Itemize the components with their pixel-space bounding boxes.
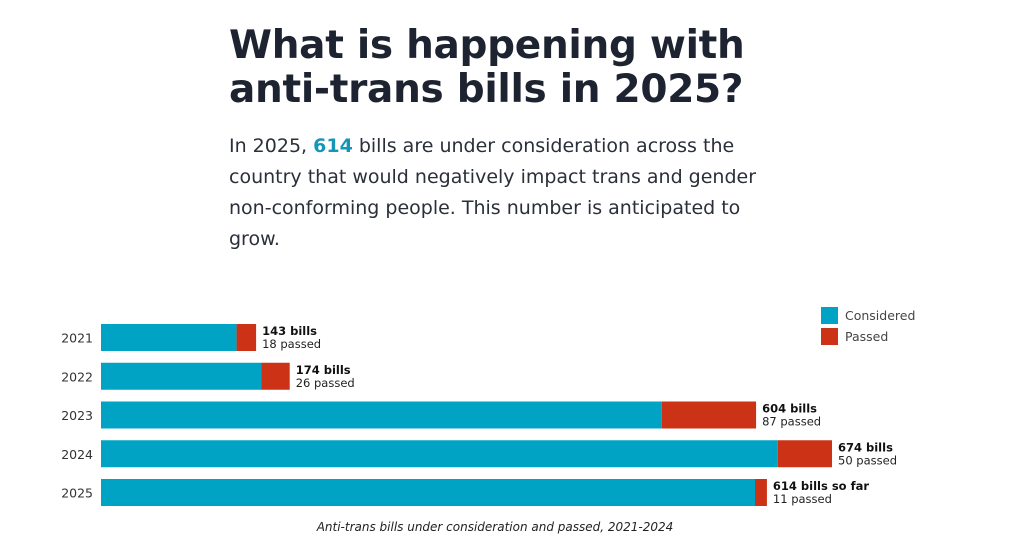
intro-highlight-count: 614 (313, 135, 353, 157)
data-label-passed: 87 passed (762, 415, 821, 429)
bar-passed (754, 479, 767, 506)
bar-passed (661, 401, 757, 429)
y-tick-label: 2023 (61, 408, 93, 423)
bar-considered (101, 440, 778, 468)
data-label-total: 614 bills so far (773, 479, 869, 493)
data-label-passed: 18 passed (262, 337, 321, 351)
data-label-total: 604 bills (762, 402, 817, 416)
bar-considered (101, 479, 755, 506)
bar-considered (101, 324, 237, 351)
bar-passed (261, 362, 290, 390)
y-tick-label: 2022 (61, 369, 93, 384)
data-label-passed: 50 passed (838, 453, 897, 467)
legend-label: Passed (845, 329, 888, 344)
data-label-passed: 26 passed (296, 376, 355, 390)
bar-passed (236, 324, 257, 351)
y-tick-label: 2021 (61, 331, 93, 346)
chart-caption: Anti-trans bills under consideration and… (316, 520, 674, 534)
bar-considered (101, 401, 662, 429)
data-label-total: 143 bills (262, 324, 317, 338)
y-tick-label: 2025 (61, 486, 93, 501)
bar-passed (777, 440, 832, 468)
data-label-total: 174 bills (296, 363, 351, 377)
intro-text-end: bills are under consideration across the… (229, 135, 757, 250)
data-label-passed: 11 passed (773, 492, 832, 506)
bar-considered (101, 362, 262, 390)
page-title: What is happening with anti-trans bills … (229, 23, 745, 112)
y-tick-label: 2024 (61, 447, 93, 462)
intro-text-start: In 2025, (229, 135, 314, 157)
legend-swatch (821, 328, 838, 345)
legend-label: Considered (845, 308, 915, 323)
intro-paragraph: In 2025, 614 bills are under considerati… (229, 131, 769, 255)
legend-swatch (821, 307, 838, 324)
data-label-total: 674 bills (838, 440, 893, 454)
